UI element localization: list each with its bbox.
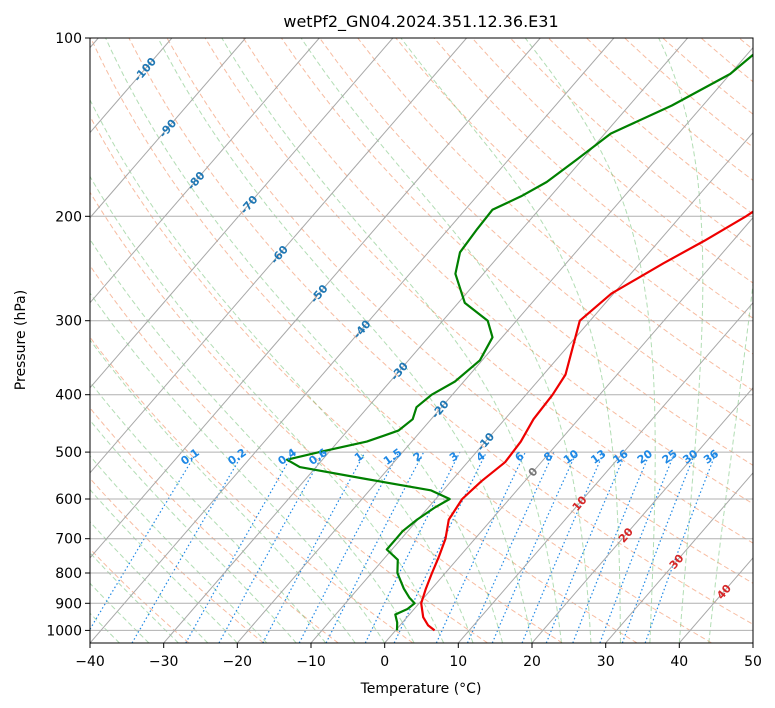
- chart-title: wetPf2_GN04.2024.351.12.36.E31: [283, 12, 558, 32]
- x-axis-ticks: −40 −30 −20 −10 0 10 20 30 40 50: [75, 643, 762, 670]
- moist-adiabats: [90, 38, 753, 643]
- x-tick-label: 10: [449, 654, 467, 670]
- x-tick-label: 40: [670, 654, 688, 670]
- y-tick-label: 800: [55, 566, 82, 582]
- moist-adiabat: [90, 175, 445, 643]
- mixing-ratio-line: [218, 451, 326, 643]
- dry-adiabat: [90, 407, 339, 643]
- dry-adiabat: [90, 38, 712, 643]
- mixing-ratio-line: [185, 451, 295, 643]
- y-tick-label: 200: [55, 209, 82, 225]
- moist-adiabat: [221, 38, 562, 643]
- moist-adiabat: [90, 238, 415, 643]
- mixing-ratio-line: [545, 451, 627, 643]
- moist-adiabat: [90, 455, 268, 643]
- dry-adiabat: [471, 38, 753, 284]
- profile-lines: [285, 53, 753, 632]
- pressure-gridlines: [90, 38, 753, 631]
- x-axis-title: Temperature (°C): [360, 681, 482, 697]
- mixing-ratio-line: [621, 451, 697, 643]
- skewed-isotherm: [90, 38, 615, 643]
- x-tick-label: 20: [523, 654, 541, 670]
- dry-adiabat: [128, 38, 753, 625]
- y-tick-label: 1000: [46, 623, 82, 639]
- dewpoint-line: [285, 53, 753, 631]
- skewed-isotherm: [90, 38, 320, 304]
- dry-adiabat: [280, 38, 753, 466]
- skewed-isotherm: [605, 472, 753, 643]
- dry-adiabat: [166, 38, 753, 584]
- moist-adiabat: [90, 98, 474, 643]
- x-tick-label: 0: [380, 654, 389, 670]
- mixing-ratio-line: [572, 451, 651, 643]
- moist-adiabat: [90, 419, 297, 643]
- moist-adiabat: [90, 292, 386, 643]
- moist-adiabat: [90, 521, 209, 643]
- mixing-ratio-line: [644, 451, 717, 643]
- x-tick-label: −40: [75, 654, 105, 670]
- plot-area: 0.1 0.2 0.4 0.6 1 1.5 2 3 4 6 8 10 13 16 20 25 30 36-100-…: [90, 38, 753, 643]
- x-tick-label: −30: [149, 654, 179, 670]
- moist-adiabat: [300, 38, 592, 643]
- skewed-isotherm: [90, 38, 394, 389]
- temperature-line: [420, 210, 753, 632]
- skewed-isotherm: [457, 301, 753, 643]
- dry-adiabat: [90, 264, 488, 643]
- moist-adiabat: [400, 38, 621, 643]
- skewed-isotherm: [90, 38, 541, 559]
- dry-adiabat: [357, 38, 753, 392]
- moist-adiabat: [90, 381, 327, 643]
- dry-adiabat: [90, 477, 264, 643]
- moist-adiabat: [90, 488, 238, 643]
- moist-adiabat: [524, 38, 656, 643]
- plot-frame: [89, 37, 754, 644]
- x-tick-label: −10: [296, 654, 326, 670]
- moist-adiabat: [708, 279, 753, 643]
- moist-adiabat: [105, 38, 503, 643]
- y-tick-label: 400: [55, 388, 82, 404]
- skewed-isotherm: [531, 387, 753, 643]
- mixing-ratio-line: [599, 451, 676, 643]
- dry-adiabats: [90, 38, 753, 643]
- y-tick-label: 100: [55, 31, 82, 47]
- mixing-ratio-line: [466, 451, 555, 643]
- dry-adiabat: [90, 191, 563, 643]
- y-tick-label: 300: [55, 314, 82, 330]
- skewed-isotherm: [90, 38, 246, 219]
- moist-adiabat: [658, 38, 704, 643]
- y-tick-label: 600: [55, 492, 82, 508]
- x-tick-label: 30: [597, 654, 615, 670]
- skewed-isotherms: [90, 38, 753, 643]
- moist-adiabat: [90, 552, 179, 643]
- dry-adiabat: [204, 38, 753, 544]
- x-tick-label: 50: [744, 654, 762, 670]
- skewed-isotherm: [163, 38, 688, 643]
- y-axis-ticks: 100 200 300 400 500 600 700 800 900 1000: [46, 31, 90, 639]
- moist-adiabat: [157, 38, 533, 643]
- skewed-isotherm: [236, 46, 753, 643]
- y-tick-label: 700: [55, 532, 82, 548]
- skewed-isotherm: [90, 38, 467, 474]
- mixing-ratio-line: [90, 451, 198, 631]
- mixing-ratio-line: [262, 451, 366, 643]
- mixing-ratio-line: [521, 451, 605, 643]
- skewed-isotherm: [310, 131, 753, 643]
- y-tick-label: 900: [55, 596, 82, 612]
- dry-adiabat: [395, 38, 753, 355]
- y-tick-label: 500: [55, 445, 82, 461]
- skewed-isotherm: [384, 216, 753, 643]
- mixing-ratio-line: [364, 451, 461, 643]
- y-axis-title: Pressure (hPa): [13, 290, 29, 390]
- x-tick-label: −20: [223, 654, 253, 670]
